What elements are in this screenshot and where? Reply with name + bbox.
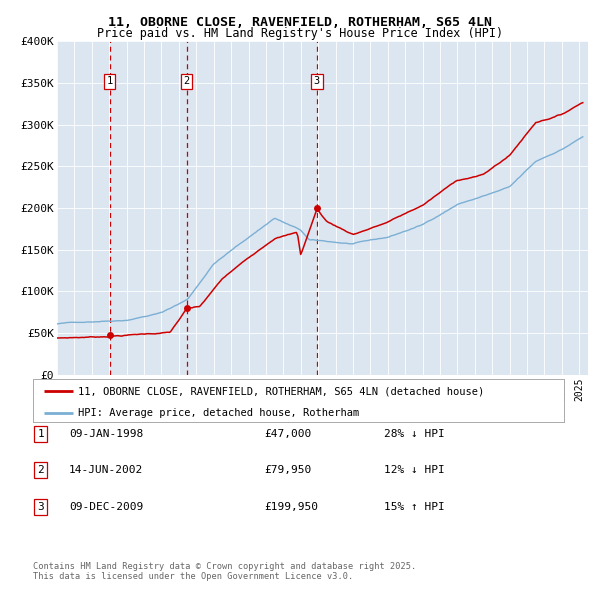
Text: 28% ↓ HPI: 28% ↓ HPI [384, 429, 445, 438]
Text: £199,950: £199,950 [264, 502, 318, 512]
Text: 09-DEC-2009: 09-DEC-2009 [69, 502, 143, 512]
Text: 3: 3 [314, 76, 320, 86]
Text: 11, OBORNE CLOSE, RAVENFIELD, ROTHERHAM, S65 4LN (detached house): 11, OBORNE CLOSE, RAVENFIELD, ROTHERHAM,… [78, 386, 484, 396]
Text: 1: 1 [107, 76, 113, 86]
Text: 15% ↑ HPI: 15% ↑ HPI [384, 502, 445, 512]
Text: 12% ↓ HPI: 12% ↓ HPI [384, 466, 445, 475]
Text: 2: 2 [37, 466, 44, 475]
Text: 1: 1 [37, 429, 44, 438]
Text: £79,950: £79,950 [264, 466, 311, 475]
Text: Contains HM Land Registry data © Crown copyright and database right 2025.
This d: Contains HM Land Registry data © Crown c… [33, 562, 416, 581]
Text: Price paid vs. HM Land Registry's House Price Index (HPI): Price paid vs. HM Land Registry's House … [97, 27, 503, 40]
Text: 11, OBORNE CLOSE, RAVENFIELD, ROTHERHAM, S65 4LN: 11, OBORNE CLOSE, RAVENFIELD, ROTHERHAM,… [108, 16, 492, 29]
Text: 2: 2 [184, 76, 190, 86]
Text: 09-JAN-1998: 09-JAN-1998 [69, 429, 143, 438]
Text: £47,000: £47,000 [264, 429, 311, 438]
Text: HPI: Average price, detached house, Rotherham: HPI: Average price, detached house, Roth… [78, 408, 359, 418]
Text: 3: 3 [37, 502, 44, 512]
Text: 14-JUN-2002: 14-JUN-2002 [69, 466, 143, 475]
